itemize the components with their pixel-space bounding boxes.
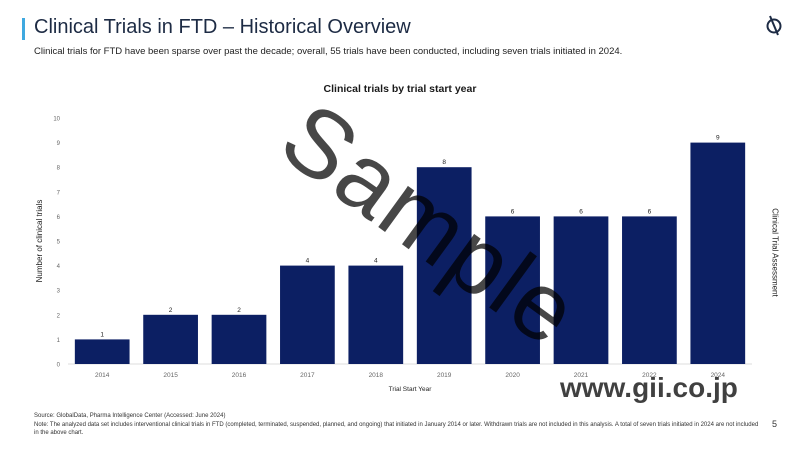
data-label: 4 <box>374 258 378 265</box>
y-tick-label: 4 <box>57 264 61 270</box>
data-label: 2 <box>237 307 241 314</box>
bar-chart: 0 1 2 3 4 5 6 7 8 9 10 1 2014 2 2015 2 2016 4 2017 4 2018 8 20… <box>35 117 752 393</box>
page-title: Clinical Trials in FTD – Historical Over… <box>34 16 411 38</box>
x-tick-label: 2014 <box>95 372 110 379</box>
x-tick-label: 2015 <box>163 372 178 379</box>
x-tick-label: 2020 <box>505 372 520 379</box>
bar <box>690 142 746 364</box>
bar <box>553 216 609 364</box>
y-tick-label: 0 <box>57 363 61 369</box>
bar <box>416 167 472 364</box>
bar <box>211 314 267 364</box>
y-tick-label: 7 <box>57 190 61 196</box>
y-tick-label: 10 <box>53 117 60 123</box>
y-tick-label: 2 <box>57 313 61 319</box>
x-tick-label: 2018 <box>369 372 384 379</box>
bar <box>622 216 677 364</box>
x-tick-label: 2022 <box>642 372 657 379</box>
data-label: 9 <box>716 135 720 142</box>
x-tick-label: 2016 <box>232 372 247 379</box>
data-label: 6 <box>511 208 515 215</box>
page-subtitle: Clinical trials for FTD have been sparse… <box>34 46 623 57</box>
bar <box>74 339 130 364</box>
side-section-label-text: Clinical Trial Assessment <box>770 207 780 297</box>
y-axis-label: Number of clinical trials <box>35 200 44 283</box>
title-accent-bar <box>22 18 25 40</box>
y-tick-label: 8 <box>57 166 61 172</box>
x-tick-label: 2024 <box>711 372 726 379</box>
x-tick-label: 2021 <box>574 372 589 379</box>
data-label: 8 <box>442 159 446 166</box>
bar <box>280 265 335 364</box>
source-note: Source: GlobalData, Pharma Intelligence … <box>34 413 226 419</box>
brand-logo-icon <box>766 15 782 36</box>
data-label: 1 <box>100 331 104 338</box>
data-label: 2 <box>169 307 173 314</box>
bar <box>485 216 540 364</box>
y-tick-label: 5 <box>57 240 61 246</box>
y-tick-label: 3 <box>57 289 61 295</box>
data-label: 6 <box>579 208 583 215</box>
x-axis-label: Trial Start Year <box>389 386 433 393</box>
bar <box>143 314 198 364</box>
y-tick-label: 9 <box>57 141 61 147</box>
chart-title: Clinical trials by trial start year <box>323 83 477 95</box>
data-label: 6 <box>648 208 652 215</box>
page-number: 5 <box>772 419 778 429</box>
side-section-label: Clinical Trial Assessment <box>760 192 790 312</box>
data-label: 4 <box>306 258 310 265</box>
y-tick-label: 6 <box>57 215 61 221</box>
bar <box>348 265 404 364</box>
x-tick-label: 2019 <box>437 372 452 379</box>
footnote: Note: The analyzed data set includes int… <box>34 422 759 436</box>
x-tick-label: 2017 <box>300 372 315 379</box>
y-tick-label: 1 <box>57 338 61 344</box>
